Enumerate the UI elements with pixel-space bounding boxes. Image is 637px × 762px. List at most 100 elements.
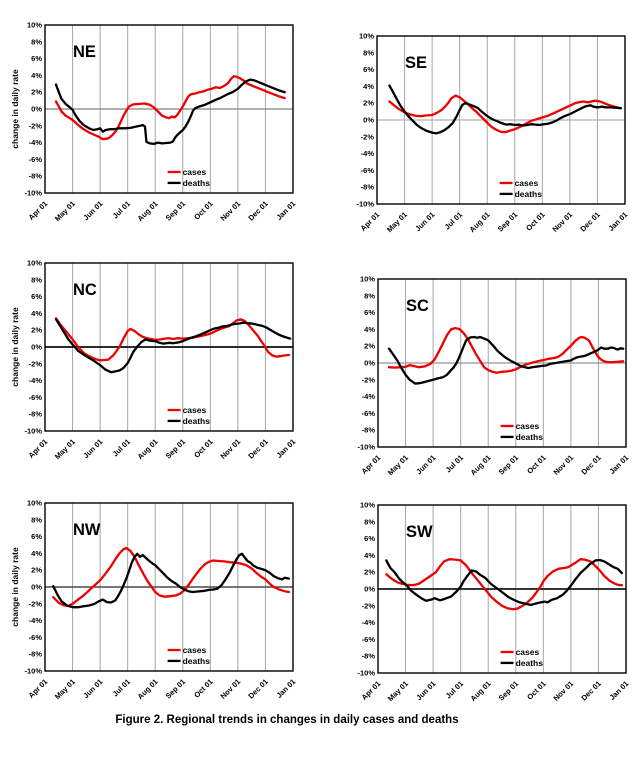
y-tick-label: 4% — [31, 71, 42, 80]
y-tick-label: -6% — [361, 166, 375, 175]
x-tick-label: Dec 01 — [246, 437, 269, 460]
y-tick-label: 2% — [364, 568, 375, 577]
chart-svg-nw: 10% 8% 6% 4% 2% 0% -2% -4% -6% -8% -10%Apr 01 May 0… — [10, 499, 298, 702]
deaths-line — [52, 552, 291, 609]
x-tick-label: Jul 01 — [444, 679, 465, 700]
y-tick-label: 0% — [31, 343, 42, 352]
chart-panel-nc: 10% 8% 6% 4% 2% 0% -2% -4% -6% -8% -10% Apr 01 May 0… — [7, 251, 342, 476]
y-tick-label: -4% — [361, 149, 375, 158]
x-tick-label: Oct 01 — [192, 199, 215, 222]
chart-panel-nw: 10% 8% 6% 4% 2% 0% -2% -4% -6% -8% -10% Apr 01 May 0… — [7, 491, 342, 716]
legend-cases-label: cases — [183, 167, 207, 177]
y-tick-label: 10% — [360, 501, 375, 510]
x-tick-label: Nov 01 — [551, 210, 575, 234]
region-label: SE — [405, 54, 427, 72]
x-tick-label: Jun 01 — [81, 677, 104, 700]
x-tick-label: Apr 01 — [360, 453, 383, 476]
y-tick-label: 10% — [359, 32, 374, 41]
chart-svg-sc: 10% 8% 6% 4% 2% 0% -2% -4% -6% -8% -10%Apr 01 May 0… — [357, 275, 631, 478]
plot-border — [44, 24, 294, 194]
y-tick-label: 4% — [31, 309, 42, 318]
x-tick-label: Aug 01 — [469, 453, 493, 477]
y-tick-label: -6% — [362, 635, 376, 644]
x-tick-label: May 01 — [53, 437, 77, 461]
y-tick-label: 4% — [364, 551, 375, 560]
legend-cases-label: cases — [516, 647, 540, 657]
x-tick-label: Apr 01 — [359, 210, 382, 233]
y-axis-title: change in daily rate — [10, 307, 20, 387]
legend-cases-label: cases — [516, 421, 540, 431]
x-tick-label: Jun 01 — [81, 437, 104, 460]
x-tick-label: Oct 01 — [525, 679, 548, 702]
x-tick-label: Jan 01 — [608, 679, 631, 702]
y-tick-label: 0% — [364, 585, 375, 594]
x-tick-label: Sep 01 — [497, 453, 520, 476]
x-tick-label: Apr 01 — [27, 199, 50, 222]
y-tick-label: 0% — [363, 116, 374, 125]
x-tick-label: Aug 01 — [136, 437, 160, 461]
y-tick-label: 6% — [364, 534, 375, 543]
x-tick-label: Apr 01 — [27, 437, 50, 460]
region-label: NE — [73, 43, 96, 61]
cases-line — [54, 317, 291, 362]
region-label: NC — [73, 281, 97, 299]
plot-border — [377, 278, 627, 448]
legend-deaths-label: deaths — [183, 656, 211, 666]
y-tick-label: -8% — [362, 426, 376, 435]
y-tick-label: -2% — [29, 121, 43, 130]
chart-panel-sw: 10% 8% 6% 4% 2% 0% -2% -4% -6% -8% -10% Apr 01 May 0… — [340, 493, 637, 718]
region-label: SC — [406, 297, 429, 315]
x-tick-label: Jul 01 — [444, 453, 465, 474]
plot-border — [377, 504, 627, 674]
legend-cases-label: cases — [515, 178, 539, 188]
x-tick-label: Jul 01 — [443, 210, 464, 231]
legend-cases-label: cases — [183, 645, 207, 655]
x-tick-label: May 01 — [385, 210, 409, 234]
x-tick-label: Jan 01 — [275, 677, 298, 700]
deaths-line — [385, 558, 624, 607]
x-tick-label: Apr 01 — [360, 679, 383, 702]
y-tick-label: 8% — [364, 291, 375, 300]
cases-line — [387, 326, 625, 374]
y-tick-label: 6% — [31, 54, 42, 63]
x-tick-label: Aug 01 — [136, 677, 160, 701]
y-tick-label: -10% — [357, 669, 375, 678]
y-tick-label: -10% — [357, 443, 375, 452]
y-tick-label: 6% — [31, 532, 42, 541]
legend-deaths-label: deaths — [516, 432, 544, 442]
y-tick-label: -2% — [362, 375, 376, 384]
y-tick-label: 6% — [31, 292, 42, 301]
y-tick-label: 0% — [31, 583, 42, 592]
y-tick-label: -6% — [362, 409, 376, 418]
plot-border — [44, 502, 294, 672]
y-tick-label: 2% — [364, 342, 375, 351]
y-tick-label: 0% — [31, 105, 42, 114]
y-tick-label: 8% — [363, 48, 374, 57]
x-tick-label: Sep 01 — [164, 437, 187, 460]
y-tick-label: -4% — [362, 392, 376, 401]
x-tick-label: May 01 — [386, 679, 410, 703]
y-tick-label: -10% — [24, 189, 42, 198]
chart-panel-se: 10% 8% 6% 4% 2% 0% -2% -4% -6% -8% -10% Apr 01 May 0… — [339, 24, 637, 249]
x-tick-label: Sep 01 — [497, 679, 520, 702]
x-tick-label: Sep 01 — [496, 210, 519, 233]
x-tick-label: Jul 01 — [111, 677, 132, 698]
region-label: SW — [406, 523, 433, 541]
x-tick-label: Jun 01 — [413, 210, 436, 233]
chart-svg-sw: 10% 8% 6% 4% 2% 0% -2% -4% -6% -8% -10%Apr 01 May 0… — [357, 501, 631, 704]
plot-border — [44, 262, 294, 432]
plot-border — [376, 35, 626, 205]
y-tick-label: 10% — [360, 275, 375, 284]
legend-deaths-label: deaths — [183, 416, 211, 426]
deaths-line — [54, 318, 292, 374]
y-tick-label: 6% — [364, 308, 375, 317]
y-tick-label: 10% — [27, 499, 42, 508]
x-tick-label: Jan 01 — [608, 453, 631, 476]
y-tick-label: -8% — [29, 410, 43, 419]
x-tick-label: Aug 01 — [468, 210, 492, 234]
deaths-line — [388, 84, 623, 135]
y-tick-label: -6% — [29, 393, 43, 402]
x-tick-label: Aug 01 — [469, 679, 493, 703]
x-tick-label: Jun 01 — [414, 679, 437, 702]
legend-cases-label: cases — [183, 405, 207, 415]
